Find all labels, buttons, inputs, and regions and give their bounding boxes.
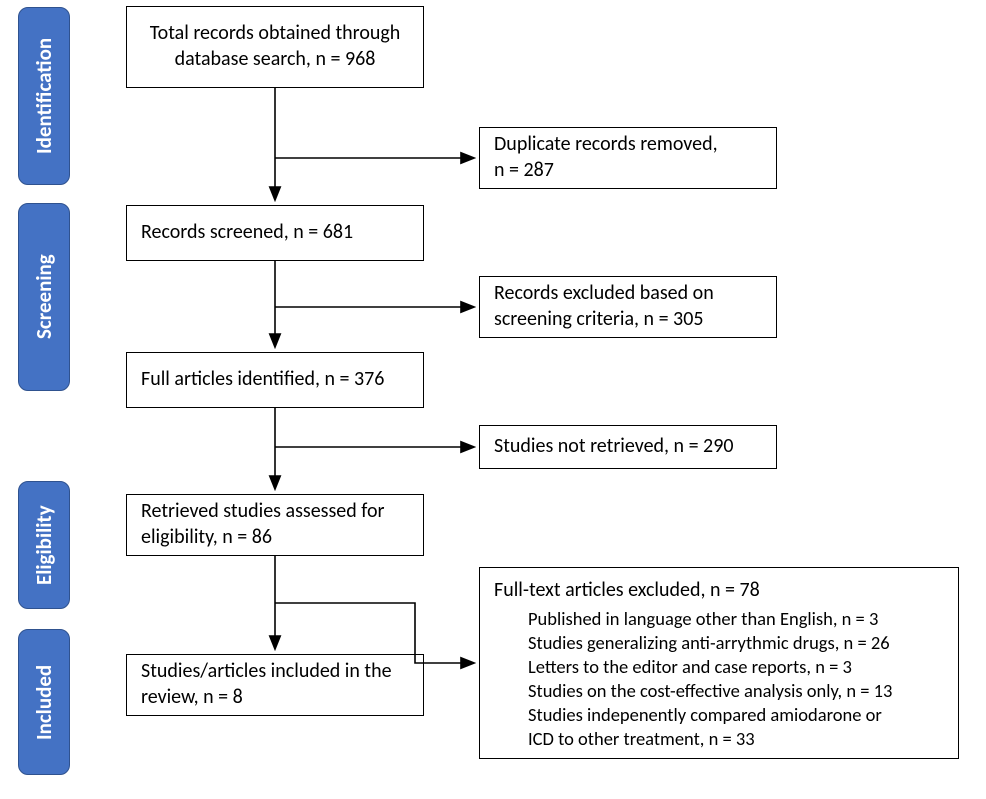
prisma-flowchart: Identification Screening Eligibility Inc… [0, 0, 986, 799]
stage-identification: Identification [18, 7, 70, 185]
stage-included: Included [18, 629, 70, 775]
box-duplicates-removed: Duplicate records removed, n = 287 [479, 127, 777, 189]
reason-5: ICD to other treatment, n = 33 [494, 727, 755, 751]
stage-label-text: Included [31, 664, 57, 739]
reason-3: Studies on the cost-effective analysis o… [494, 679, 892, 703]
stage-label-text: Eligibility [31, 505, 57, 585]
box-text: Records excluded based on screening crit… [494, 281, 714, 332]
box-text: Total records obtained through database … [150, 21, 401, 72]
stage-eligibility: Eligibility [18, 481, 70, 609]
box-fulltext-excluded: Full-text articles excluded, n = 78 Publ… [479, 567, 959, 759]
box-text: Studies/articles included in the review,… [141, 659, 392, 710]
reason-1: Studies generalizing anti-arrythmic drug… [494, 631, 890, 655]
box-total-records: Total records obtained through database … [126, 6, 424, 88]
reason-0: Published in language other than English… [494, 607, 878, 631]
box-text: Duplicate records removed, n = 287 [494, 132, 718, 183]
box-header: Full-text articles excluded, n = 78 [494, 578, 760, 604]
reason-2: Letters to the editor and case reports, … [494, 655, 852, 679]
stage-label-text: Screening [31, 255, 57, 340]
box-text: Full articles identified, n = 376 [141, 367, 384, 393]
box-full-articles: Full articles identified, n = 376 [126, 352, 424, 408]
box-retrieved-assessed: Retrieved studies assessed for eligibili… [126, 494, 424, 556]
box-text: Studies not retrieved, n = 290 [494, 434, 733, 460]
box-not-retrieved: Studies not retrieved, n = 290 [479, 425, 777, 469]
stage-screening: Screening [18, 203, 70, 391]
stage-label-text: Identification [31, 38, 57, 154]
box-articles-included: Studies/articles included in the review,… [126, 654, 424, 716]
reason-4: Studies indepenently compared amiodarone… [494, 703, 882, 727]
box-text: Records screened, n = 681 [141, 220, 353, 246]
box-text: Retrieved studies assessed for eligibili… [141, 499, 385, 550]
box-records-excluded: Records excluded based on screening crit… [479, 276, 777, 338]
box-records-screened: Records screened, n = 681 [126, 205, 424, 261]
